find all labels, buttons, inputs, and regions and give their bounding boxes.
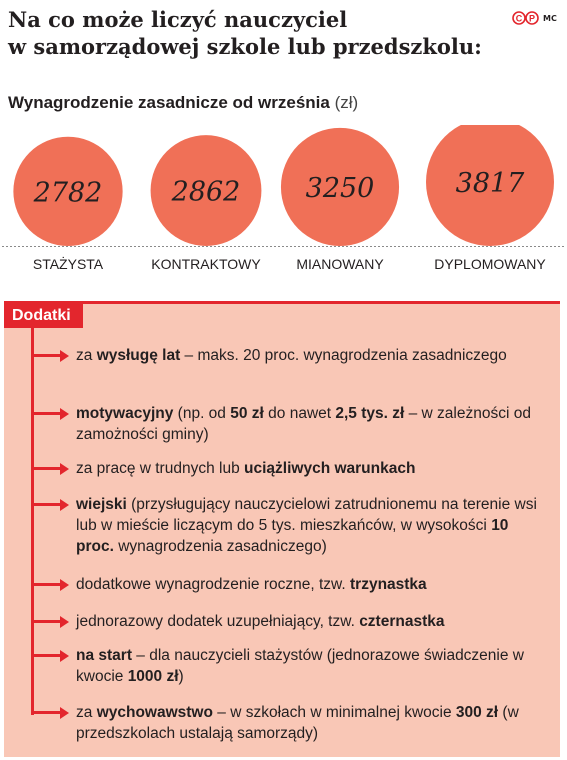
dodatki-panel: Dodatki za wysługę lat – maks. 20 proc. … — [4, 301, 560, 757]
salary-chart: 2782 STAŻYSTA 2862 KONTRAKTOWY 3250 MIANOWANY… — [2, 125, 565, 272]
arrow-line — [31, 503, 63, 506]
arrow-line — [31, 354, 63, 357]
arrow-right-icon — [60, 649, 69, 662]
chart-title: Wynagrodzenie zasadnicze od września (zł… — [8, 93, 358, 113]
arrow-line — [31, 654, 63, 657]
chart-title-text: Wynagrodzenie zasadnicze od września — [8, 93, 330, 112]
arrow-line — [31, 620, 63, 623]
dodatki-trunk — [31, 328, 34, 715]
cp-logo: C P — [512, 11, 539, 25]
svg-text:C: C — [516, 14, 523, 24]
salary-value-label: 3250 — [306, 173, 375, 204]
credit: MC — [543, 14, 557, 23]
arrow-right-icon — [60, 462, 69, 475]
page-title: Na co może liczyć nauczyciel w samorządo… — [8, 6, 508, 60]
arrow-line — [31, 412, 63, 415]
arrow-line — [31, 467, 63, 470]
salary-circle-4 — [426, 125, 554, 246]
svg-text:P: P — [529, 14, 535, 24]
salary-circle-3 — [280, 127, 400, 246]
arrow-right-icon — [60, 615, 69, 628]
salary-circle-1 — [13, 136, 123, 246]
salary-value-label: 2862 — [171, 177, 241, 208]
dodatki-label: Dodatki — [4, 304, 83, 328]
arrow-line — [31, 583, 63, 586]
arrow-right-icon — [60, 706, 69, 719]
arrow-right-icon — [60, 407, 69, 420]
arrow-right-icon — [60, 498, 69, 511]
title-line-1: Na co może liczyć nauczyciel — [8, 7, 348, 32]
dodatki-item-text: wiejski (przysługujący nauczycielowi zat… — [76, 496, 537, 555]
category-label: STAŻYSTA — [33, 255, 104, 272]
salary-circle-2 — [150, 135, 262, 246]
salary-value-label: 3817 — [456, 168, 526, 199]
arrow-right-icon — [60, 349, 69, 362]
category-label: DYPLOMOWANY — [434, 256, 546, 272]
salary-value-label: 2782 — [33, 177, 103, 208]
arrow-right-icon — [60, 578, 69, 591]
arrow-line — [31, 711, 63, 714]
dodatki-item-text: motywacyjny (np. od 50 zł do nawet 2,5 t… — [76, 405, 531, 443]
title-line-2: w samorządowej szkole lub przedszkolu: — [8, 34, 482, 59]
chart-unit: (zł) — [334, 93, 359, 112]
dodatki-item-text: za wysługę lat – maks. 20 proc. wynagrod… — [76, 347, 507, 364]
dodatki-item-text: za pracę w trudnych lub uciążliwych waru… — [76, 460, 416, 477]
dodatki-item-text: jednorazowy dodatek uzupełniający, tzw. … — [76, 613, 445, 630]
dodatki-item-text: na start – dla nauczycieli stażystów (je… — [76, 647, 524, 685]
category-label: MIANOWANY — [296, 256, 384, 272]
dodatki-item-text: za wychowawstwo – w szkołach w minimalne… — [76, 704, 519, 742]
category-label: KONTRAKTOWY — [151, 256, 261, 272]
dodatki-item-text: dodatkowe wynagrodzenie roczne, tzw. trz… — [76, 576, 427, 593]
